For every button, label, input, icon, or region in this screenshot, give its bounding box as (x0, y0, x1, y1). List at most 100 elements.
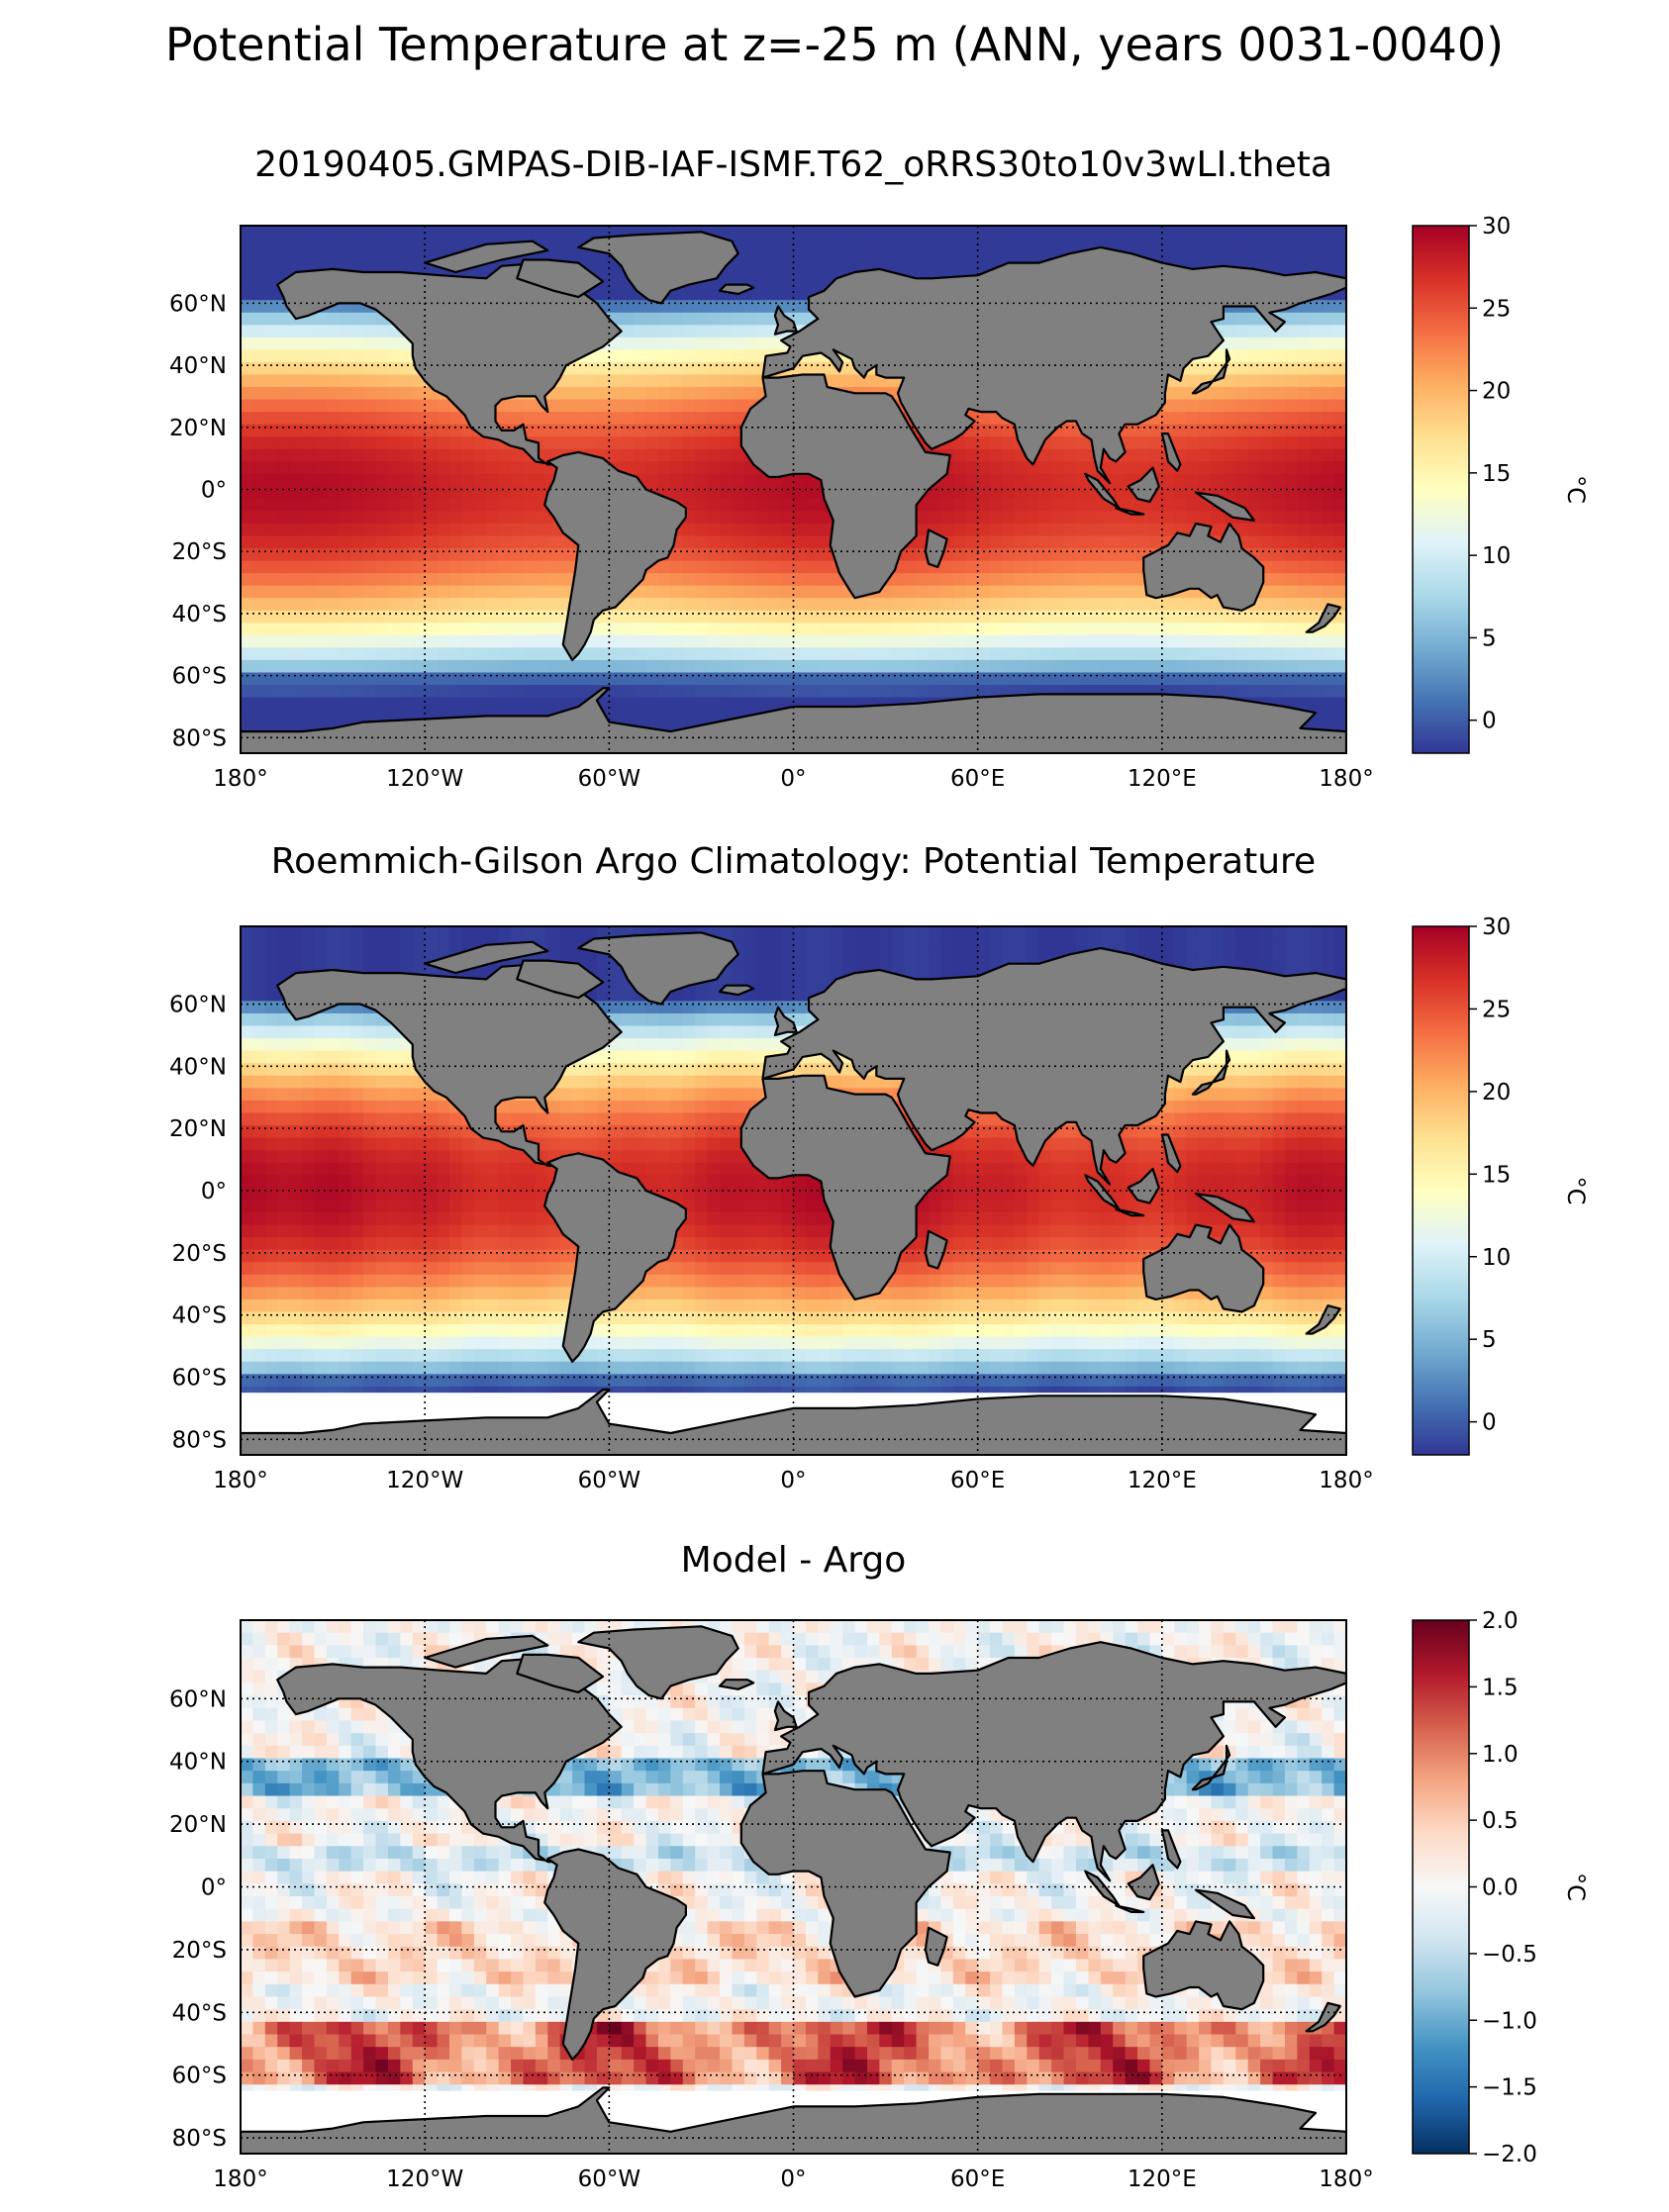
colorbar-gradient (1412, 925, 1470, 1456)
colorbar-tick-label: 1.0 (1482, 1742, 1519, 1768)
land-mass (1160, 433, 1182, 472)
colorbar-tick-label: 20 (1482, 379, 1511, 405)
land-mass (1160, 1133, 1182, 1174)
y-tick-label: 60°S (172, 664, 227, 690)
land-mass (543, 1848, 687, 2061)
y-tick-label: 20°N (169, 416, 227, 441)
colorbar-label: °C (1562, 1873, 1590, 1901)
land-mass (718, 1679, 755, 1690)
y-tick-label: 40°S (172, 2000, 227, 2026)
x-tick-label: 120°W (386, 766, 463, 792)
land-mass (773, 1700, 798, 1732)
land-mass (1191, 1744, 1231, 1791)
panel-title: Roemmich-Gilson Argo Climatology: Potent… (271, 841, 1316, 882)
y-tick-label: 40°S (172, 1303, 227, 1329)
x-tick-label: 120°W (386, 2166, 463, 2192)
y-tick-label: 80°S (172, 1427, 227, 1453)
land-mass (577, 231, 739, 305)
y-tick-label: 40°N (169, 1054, 227, 1080)
colorbar: 0 5 10 15 20 25 30 °C (1412, 214, 1590, 754)
colorbar: 0 5 10 15 20 25 30 °C (1412, 914, 1590, 1456)
y-tick-label: 20°N (169, 1812, 227, 1838)
colorbar-gradient (1412, 1619, 1470, 2155)
panel-title: Model - Argo (681, 1540, 907, 1581)
x-tick-label: 0° (780, 766, 806, 792)
y-tick-label: 60°S (172, 1365, 227, 1391)
colorbar-tick-label: 15 (1482, 461, 1511, 487)
colorbar-tick-label: 10 (1482, 1245, 1511, 1271)
x-tick-label: 60°E (950, 766, 1005, 792)
colorbar-label: °C (1562, 1177, 1590, 1205)
y-tick-label: 40°N (169, 353, 227, 379)
x-tick-label: 60°E (950, 2166, 1005, 2192)
colorbar-tick-label: −1.5 (1482, 2075, 1537, 2101)
map-frame (240, 925, 1347, 1456)
x-tick-label: 180° (213, 2166, 267, 2192)
y-tick-label: 0° (201, 1875, 227, 1901)
land-mass (1305, 603, 1341, 633)
colorbar-tick-label: 1.5 (1482, 1675, 1519, 1700)
colorbar-tick-label: 0 (1482, 1410, 1497, 1436)
colorbar-tick-label: 25 (1482, 296, 1511, 322)
ocean-field (241, 926, 1346, 1455)
colorbar-tick-label: 10 (1482, 543, 1511, 569)
land-mass (1191, 1049, 1231, 1096)
land-mass (1115, 1207, 1145, 1217)
y-tick-label: 20°S (172, 1938, 227, 1964)
y-tick-label: 80°S (172, 725, 227, 751)
colorbar-gradient (1412, 225, 1470, 754)
land-mass (516, 258, 605, 299)
land-mass (424, 1634, 549, 1669)
figure-title: Potential Temperature at z=-25 m (ANN, y… (164, 18, 1505, 71)
land-mass (543, 1152, 687, 1363)
land-mass (718, 984, 755, 997)
land-mass (424, 940, 549, 975)
land-mass (739, 1074, 951, 1300)
colorbar: 2.0 1.5 1.0 0.5 0.0 −0.5 −1.0 −1.5 −2.0 °C (1412, 1608, 1590, 2167)
colorbar-tick-label: −2.0 (1482, 2142, 1537, 2167)
land-mass (1127, 466, 1160, 504)
x-tick-label: 120°W (386, 1468, 463, 1493)
y-tick-label: 20°N (169, 1116, 227, 1142)
land-mass (1142, 1920, 1265, 2011)
land-mass (1194, 491, 1255, 522)
x-tick-label: 120°E (1128, 2166, 1197, 2192)
colorbar-tick-label: 30 (1482, 914, 1511, 940)
land-mass (739, 373, 951, 600)
land-mass (1160, 1829, 1182, 1870)
land-mass (1115, 1904, 1145, 1913)
colorbar-tick-label: 0.0 (1482, 1875, 1519, 1901)
x-tick-label: 0° (780, 2166, 806, 2192)
map-panel-2: Roemmich-Gilson Argo Climatology: Potent… (169, 841, 1590, 1493)
x-tick-label: 60°W (578, 2166, 641, 2192)
land-mass (773, 305, 798, 336)
land-mass (718, 283, 755, 296)
map-panel-3: Model - Argo 180° 120°W 60°W 0° 60°E 120°E 180°… (169, 1540, 1590, 2192)
x-tick-label: 180° (1319, 1468, 1373, 1493)
colorbar-tick-label: 2.0 (1482, 1608, 1519, 1634)
x-tick-label: 60°W (578, 1468, 641, 1493)
x-tick-label: 180° (1319, 2166, 1373, 2192)
y-tick-label: 60°N (169, 1686, 227, 1712)
ocean-field (241, 226, 1346, 753)
land-mass (516, 1653, 605, 1693)
land-mass (1191, 348, 1231, 395)
land-mass (1305, 2001, 1341, 2033)
land-mass (577, 1625, 739, 1700)
colorbar-tick-label: 0 (1482, 709, 1497, 734)
colorbar-tick-label: 20 (1482, 1080, 1511, 1106)
y-tick-label: 40°S (172, 602, 227, 627)
colorbar-label: °C (1562, 475, 1590, 504)
x-tick-label: 120°E (1128, 1468, 1197, 1493)
colorbar-tick-label: −1.0 (1482, 2008, 1537, 2034)
x-tick-label: 120°E (1128, 766, 1197, 792)
colorbar-tick-label: 15 (1482, 1162, 1511, 1188)
colorbar-tick-label: 25 (1482, 997, 1511, 1022)
y-tick-label: 0° (201, 478, 227, 504)
colorbar-tick-label: 0.5 (1482, 1808, 1519, 1834)
y-tick-label: 40°N (169, 1750, 227, 1776)
x-tick-label: 60°W (578, 766, 641, 792)
land-mass (1194, 1888, 1255, 1920)
ocean-field (241, 1620, 1346, 2154)
